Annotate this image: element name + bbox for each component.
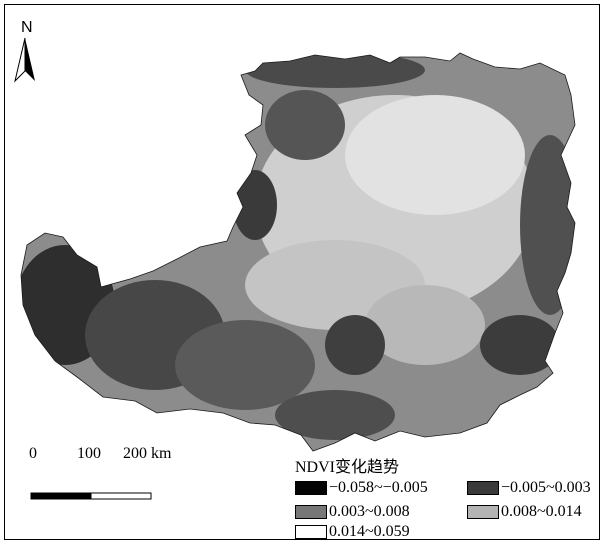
legend-swatch — [295, 505, 327, 519]
legend-swatch — [467, 505, 499, 519]
scale-bar — [30, 492, 152, 500]
north-arrow-icon — [14, 37, 35, 83]
legend-swatch — [467, 481, 499, 495]
legend-swatch — [295, 481, 327, 495]
legend-label: −0.005~0.003 — [501, 479, 591, 496]
north-label: N — [21, 19, 33, 36]
legend-label: 0.014~0.059 — [329, 523, 410, 540]
scale-label-100: 100 — [77, 445, 101, 462]
map-canvas — [14, 37, 576, 500]
legend-swatch — [295, 525, 327, 539]
map-frame: N 0 100 200 km NDVI变化趋势 −0.058~−0.005 −0… — [4, 4, 600, 540]
legend-label: 0.003~0.008 — [329, 503, 410, 520]
scale-label-0: 0 — [29, 445, 37, 462]
legend-title: NDVI变化趋势 — [295, 459, 399, 476]
legend-label: −0.058~−0.005 — [329, 479, 428, 496]
scale-label-200: 200 km — [123, 445, 172, 462]
legend-label: 0.008~0.014 — [501, 503, 582, 520]
